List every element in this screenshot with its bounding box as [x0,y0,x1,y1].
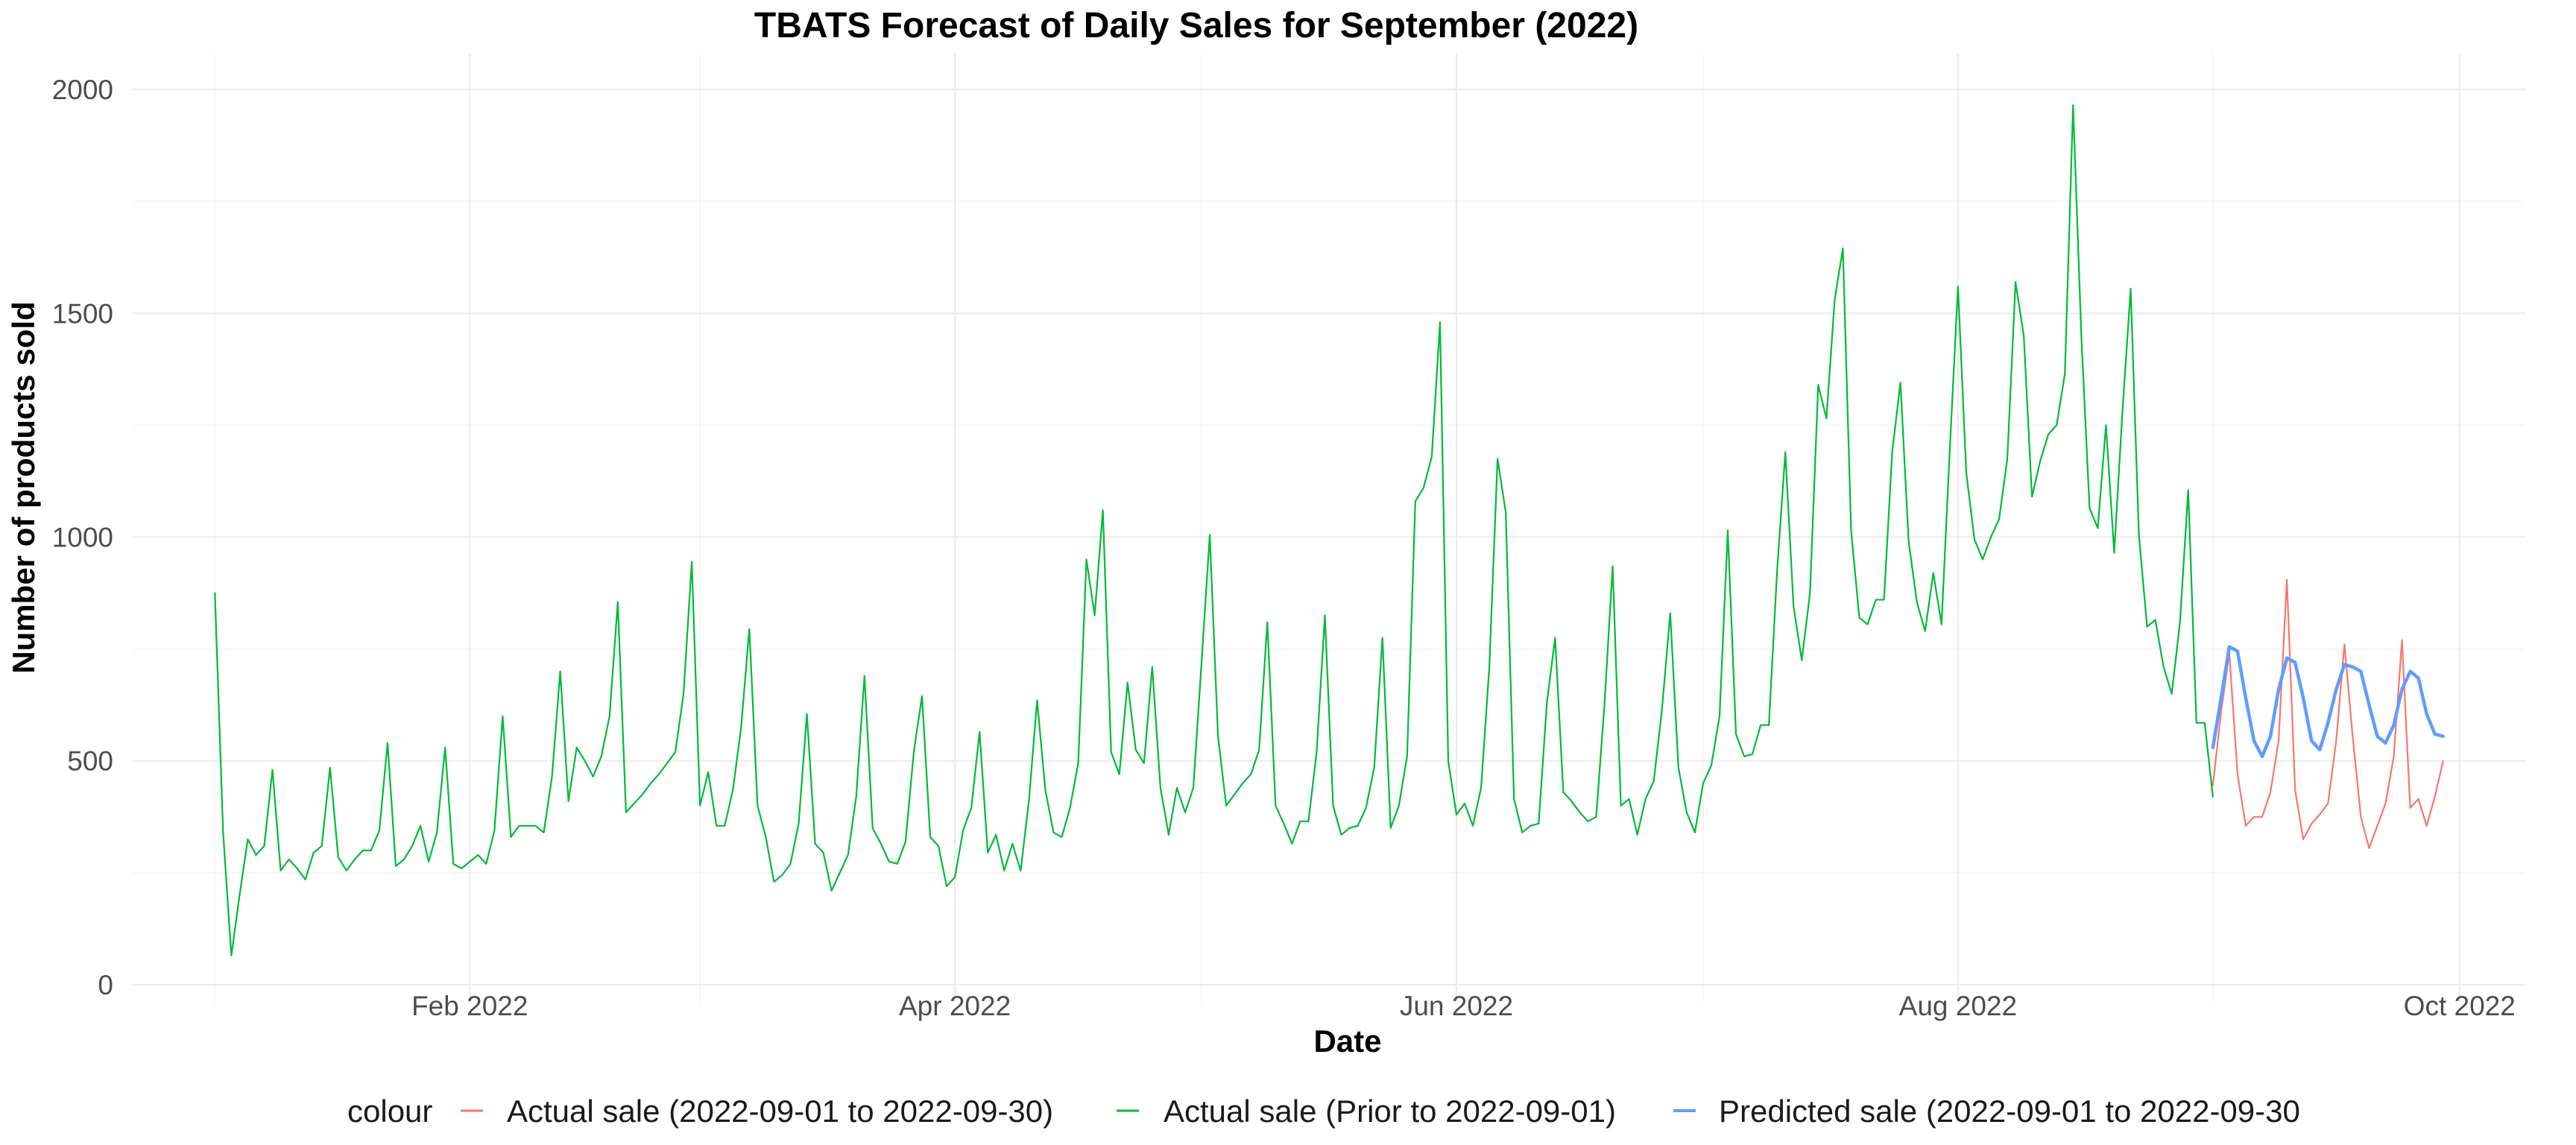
legend-label-predicted: Predicted sale (2022-09-01 to 2022-09-30 [1719,1094,2300,1129]
chart-title: TBATS Forecast of Daily Sales for Septem… [754,6,1638,45]
y-tick-label: 1000 [52,523,113,553]
legend-item-actual-prior: Actual sale (Prior to 2022-09-01) [1117,1094,1616,1129]
y-axis-title: Number of products sold [6,301,41,673]
y-tick-label: 0 [98,970,113,1000]
grid-layer [133,54,2525,1003]
x-tick-label: Apr 2022 [899,991,1011,1021]
x-tick-label: Feb 2022 [411,991,528,1021]
y-tick-label: 500 [67,746,113,777]
legend-item-actual-september: Actual sale (2022-09-01 to 2022-09-30) [461,1094,1053,1129]
series-line-actual-sale-prior-to-2022-09-01 [214,104,2214,957]
y-tick-label: 1500 [52,298,113,329]
legend-label-actual-september: Actual sale (2022-09-01 to 2022-09-30) [507,1094,1053,1129]
legend-item-predicted: Predicted sale (2022-09-01 to 2022-09-30 [1673,1094,2300,1129]
x-tick-label: Jun 2022 [1400,991,1513,1021]
series-line-actual-sale-2022-09-01-to-2022-09-30 [2212,578,2444,849]
y-tick-label: 2000 [52,75,113,105]
x-tick-label: Oct 2022 [2404,991,2516,1021]
x-tick-label: Aug 2022 [1899,991,2017,1021]
x-axis-title: Date [1313,1023,1381,1059]
legend: colour Actual sale (2022-09-01 to 2022-0… [347,1094,2300,1129]
series-line-predicted-sale-2022-09-01-to-2022-09-30 [2211,645,2445,758]
tick-labels-layer: 0 500 1000 1500 2000 Feb 2022 Apr 2022 Jun 2022… [52,75,2516,1021]
legend-title: colour [347,1094,432,1129]
series-layer [214,104,2445,957]
legend-label-actual-prior: Actual sale (Prior to 2022-09-01) [1164,1094,1616,1129]
